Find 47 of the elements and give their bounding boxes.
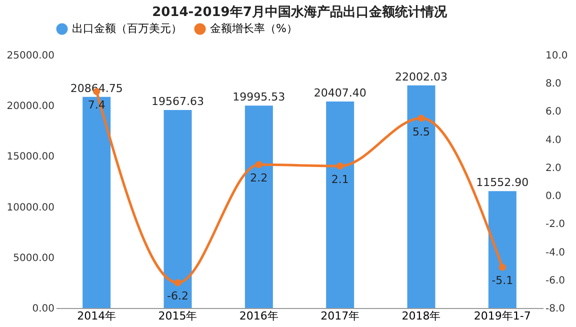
y2-tick-label: -4.0: [546, 247, 566, 258]
data-label: 22002.03: [395, 70, 448, 84]
bar: [82, 96, 111, 308]
legend-label: 金额增长率（%）: [210, 22, 298, 35]
data-label: 19995.53: [232, 90, 286, 104]
data-label: 2.2: [250, 172, 268, 185]
y2-tick-label: -8.0: [546, 304, 566, 314]
bar: [407, 85, 436, 308]
x-tick-label: 2018年: [402, 310, 441, 322]
data-label: 20864.75: [70, 82, 123, 95]
point: [418, 114, 425, 122]
data-label: 19567.63: [152, 94, 204, 108]
x-tick-label: 2019年1-7: [474, 310, 531, 322]
y2-tick-label: -2.0: [546, 219, 566, 230]
y-tick-label: 0.00: [32, 304, 54, 314]
y-tick-label: 5000.00: [13, 252, 54, 264]
x-tick-label: 2016年: [239, 310, 278, 322]
y-tick-label: 20000.00: [6, 101, 54, 112]
data-label: 5.5: [412, 125, 430, 138]
point: [255, 161, 262, 168]
data-label: 11552.90: [476, 176, 529, 190]
data-label: 20407.40: [314, 86, 366, 100]
bar: [164, 110, 192, 308]
x-tick-label: 2017年: [320, 310, 360, 322]
legend-label: 出口金额（百万美元）: [72, 22, 182, 35]
y2-tick-label: 0.0: [546, 191, 562, 202]
data-label: -6.2: [167, 290, 188, 303]
y2-tick-label: 10.0: [546, 50, 568, 62]
y-tick-label: 25000.00: [6, 50, 54, 62]
x-tick-label: 2015年: [158, 310, 198, 322]
y-tick-label: 10000.00: [6, 202, 54, 214]
point: [174, 279, 182, 286]
bar: [488, 191, 516, 308]
point: [498, 264, 506, 271]
y2-tick-label: 4.0: [546, 134, 562, 146]
point: [336, 162, 344, 170]
data-label: 2.1: [331, 173, 349, 186]
y2-tick-label: 8.0: [546, 78, 562, 90]
y-tick-label: 15000.00: [6, 152, 54, 163]
y2-tick-label: 2.0: [546, 162, 562, 174]
bar: [244, 106, 273, 308]
chart-title: 2014-2019年7月中国水海产品出口金额统计情况: [152, 4, 448, 20]
data-label: -5.1: [492, 274, 514, 288]
x-tick-label: 2014年: [77, 310, 116, 322]
bar: [326, 101, 354, 308]
y2-tick-label: 6.0: [546, 106, 562, 118]
y2-tick-label: -6.0: [546, 275, 566, 286]
